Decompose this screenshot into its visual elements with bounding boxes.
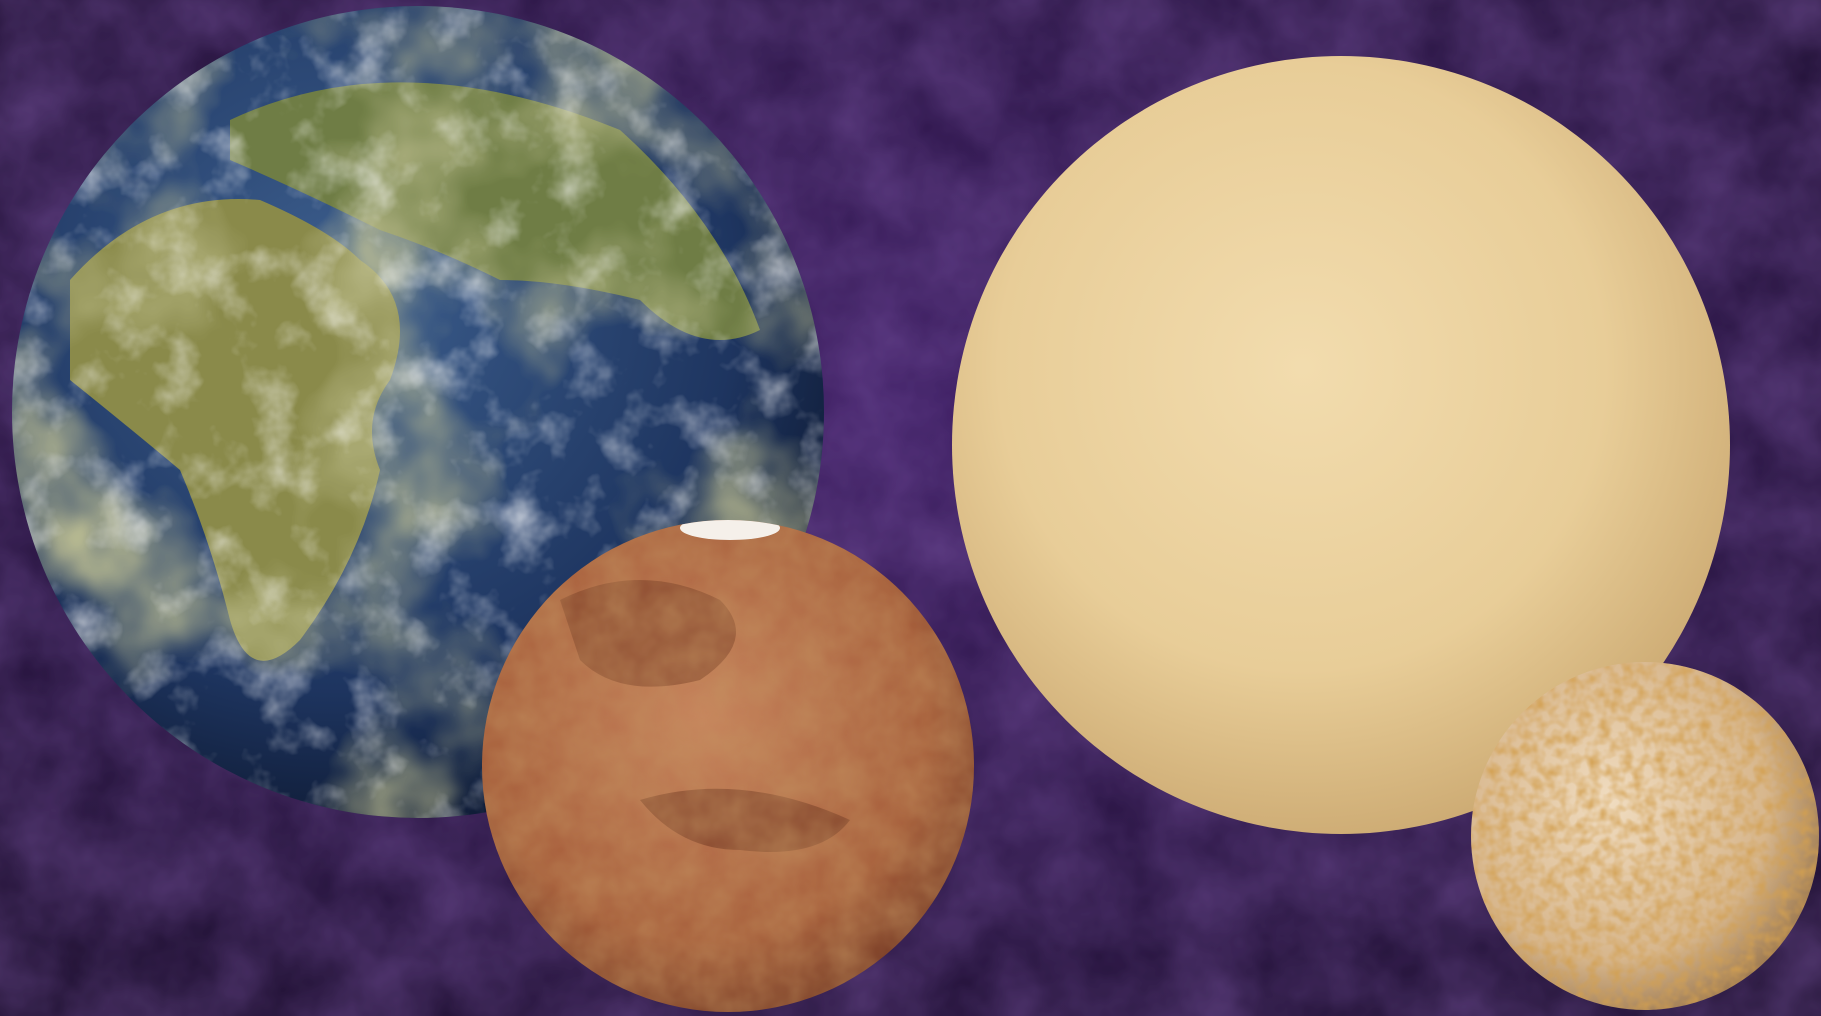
mars-polar-cap (680, 520, 780, 540)
mercury-texture (1471, 662, 1819, 1010)
mercury-surface (1471, 662, 1819, 1010)
mars (482, 520, 974, 1012)
mercury (1471, 662, 1819, 1010)
venus-disc (952, 56, 1730, 834)
venus (952, 56, 1730, 834)
mars-texture (482, 520, 974, 1012)
mars-surface (482, 520, 974, 1012)
